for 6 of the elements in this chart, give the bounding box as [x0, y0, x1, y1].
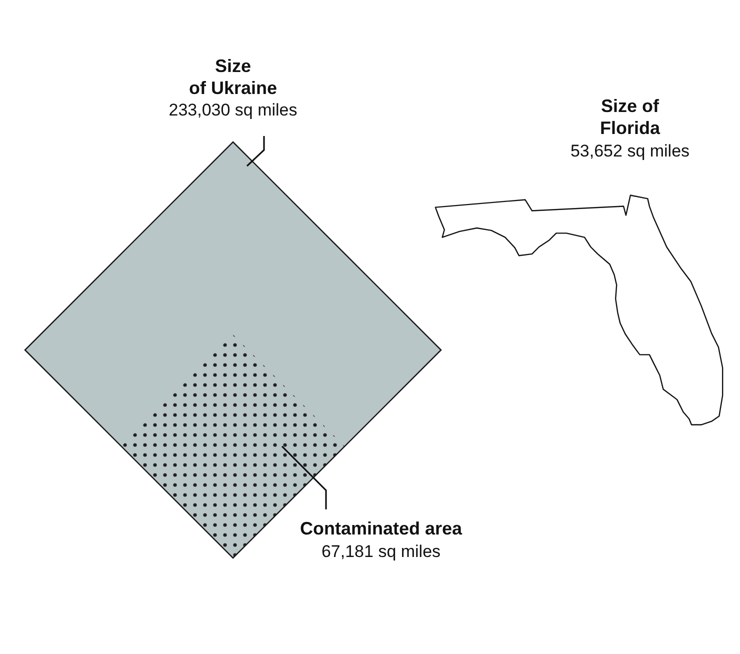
- category-label: Contaminated area: [300, 518, 464, 538]
- data-label: 233,030 sq miles: [168, 100, 298, 120]
- data-label: 67,181 sq miles: [321, 542, 441, 561]
- category-label: Size of Ukraine: [188, 56, 278, 98]
- category-label: Size of Florida: [600, 96, 661, 138]
- data-label: 53,652 sq miles: [570, 142, 690, 161]
